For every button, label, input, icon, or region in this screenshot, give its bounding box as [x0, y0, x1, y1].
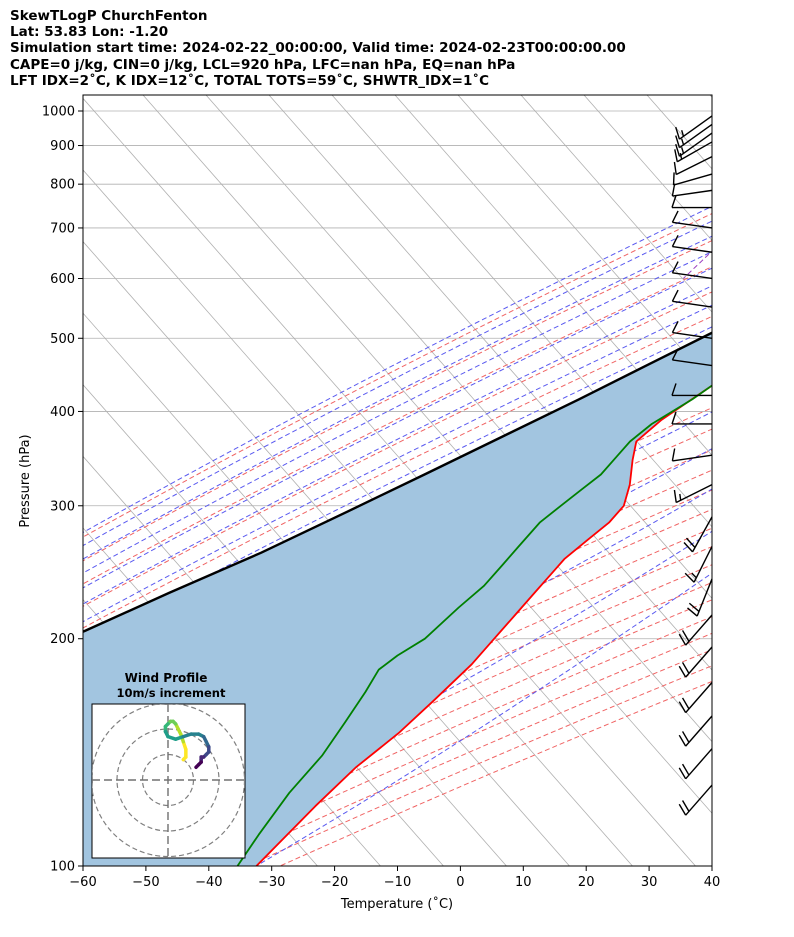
header-station: SkewTLogP ChurchFenton: [10, 8, 208, 24]
y-tick-label-7: 800: [50, 178, 75, 193]
temperature-profile-line: [255, 384, 712, 866]
isotherm-line-19: [394, 95, 712, 456]
hodograph-ring-2: [92, 704, 245, 858]
dry-adiabat-10: [83, 449, 712, 748]
y-tick-label-4: 500: [50, 332, 75, 347]
moist-adiabat-4: [83, 267, 712, 589]
moist-adiabat-7: [83, 326, 712, 643]
wind-barb-26: [678, 784, 713, 816]
wind-barb-0: [675, 115, 713, 140]
hodograph-subtitle: 10m/s increment: [117, 686, 226, 700]
x-tick-label-7: 10: [515, 875, 532, 890]
moist-adiabat-3: [83, 251, 712, 574]
dry-adiabat-4: [83, 315, 712, 629]
wind-barb-24: [678, 715, 713, 747]
y-tick-label-6: 700: [50, 221, 75, 236]
hodograph: Wind Profile 10m/s increment: [91, 671, 246, 859]
y-tick-label-8: 900: [50, 139, 75, 154]
wind-barb-21: [678, 614, 713, 646]
wind-barb-5: [672, 172, 713, 186]
dry-adiabat-11: [83, 469, 712, 766]
wind-barb-3: [674, 141, 713, 163]
x-tick-label-2: −40: [195, 875, 222, 890]
wind-barb-12: [671, 320, 713, 339]
y-tick-label-1: 200: [50, 632, 75, 647]
hodograph-segment-27: [194, 762, 201, 769]
isotherm-line-13: [83, 169, 696, 866]
x-tick-label-3: −30: [258, 875, 285, 890]
x-tick-label-10: 40: [704, 875, 721, 890]
wind-barb-15: [671, 411, 712, 425]
wind-barb-8: [671, 210, 713, 229]
isotherm-line-11: [83, 312, 570, 866]
isotherm-line-12: [83, 240, 633, 866]
wind-barb-25: [678, 748, 713, 780]
dry-adiabat-3: [83, 291, 712, 607]
wind-barb-16: [671, 448, 713, 462]
wind-barb-11: [671, 289, 713, 308]
wind-barb-2: [675, 132, 713, 157]
header-latlon: Lat: 53.83 Lon: -1.20: [10, 24, 169, 41]
wind-barb-23: [678, 682, 713, 714]
dry-adiabat-23: [279, 680, 712, 866]
x-tick-label-0: −60: [69, 875, 96, 890]
moist-adiabat-1: [83, 220, 712, 547]
y-tick-label-0: 100: [50, 860, 75, 875]
dewpoint-profile-line: [236, 384, 712, 866]
x-tick-label-9: 30: [641, 875, 658, 890]
wind-barb-6: [671, 183, 713, 197]
y-axis-label: Pressure (hPa): [18, 434, 33, 527]
hodograph-plot: [92, 704, 245, 858]
x-tick-label-1: −50: [132, 875, 159, 890]
dry-adiabat-2: [83, 266, 712, 585]
moist-adiabat-5: [83, 285, 712, 605]
dry-adiabat-21: [214, 649, 712, 866]
wind-barb-9: [671, 234, 713, 253]
parcel-profile-line: [83, 331, 712, 634]
moist-adiabat-2: [83, 235, 712, 560]
wind-barb-7: [671, 195, 712, 209]
x-tick-label-5: −10: [384, 875, 411, 890]
header-indices: LFT IDX=2˚C, K IDX=12˚C, TOTAL TOTS=59˚C…: [10, 72, 490, 89]
axis-layer: −60 −50 −40 −30 −20 −10 0 10 20 30 40 100 200 300 400 5…: [42, 104, 720, 890]
y-tick-label-3: 400: [50, 405, 75, 420]
dry-adiabat-19: [149, 616, 712, 866]
header-cape: CAPE=0 j/kg, CIN=0 j/kg, LCL=920 hPa, LF…: [10, 56, 516, 73]
wind-barb-17: [673, 483, 713, 504]
wind-barb-22: [678, 646, 713, 678]
mixing-ratio-line-1: [768, 95, 794, 279]
wind-barb-20: [687, 578, 713, 617]
isotherm-line-25: [773, 95, 794, 866]
y-tick-label-2: 300: [50, 499, 75, 514]
hodograph-title: Wind Profile: [125, 671, 208, 685]
chart-header: SkewTLogP ChurchFenton Lat: 53.83 Lon: -…: [10, 8, 626, 89]
isotherm-line-21: [520, 95, 712, 313]
wind-barb-14: [671, 383, 712, 397]
moist-adiabat-6: [83, 304, 712, 623]
dry-adiabat-0: [83, 213, 712, 538]
isotherm-line-18: [331, 95, 712, 528]
x-tick-label-4: −20: [321, 875, 348, 890]
wind-barb-19: [684, 546, 713, 583]
x-tick-label-8: 20: [578, 875, 595, 890]
wind-barb-1: [675, 123, 713, 149]
isotherm-line-2: [0, 95, 2, 866]
isotherm-line-23: [646, 95, 712, 170]
wind-barb-13: [671, 348, 713, 367]
isotherm-line-24: [709, 95, 712, 98]
y-tick-label-9: 1000: [42, 104, 75, 119]
x-tick-label-6: 0: [456, 875, 464, 890]
isotherm-line-20: [457, 95, 712, 385]
wind-barb-layer: [671, 115, 713, 816]
isotherm-line-22: [583, 95, 712, 242]
header-times: Simulation start time: 2024-02-22_00:00:…: [10, 40, 626, 57]
wind-barb-18: [683, 516, 713, 553]
x-axis-label: Temperature (˚C): [340, 896, 453, 912]
wind-barb-4: [673, 156, 713, 176]
y-tick-label-5: 600: [50, 272, 75, 287]
dry-adiabat-1: [83, 240, 712, 562]
wind-barb-10: [671, 261, 713, 280]
dry-adiabat-22: [247, 665, 712, 866]
